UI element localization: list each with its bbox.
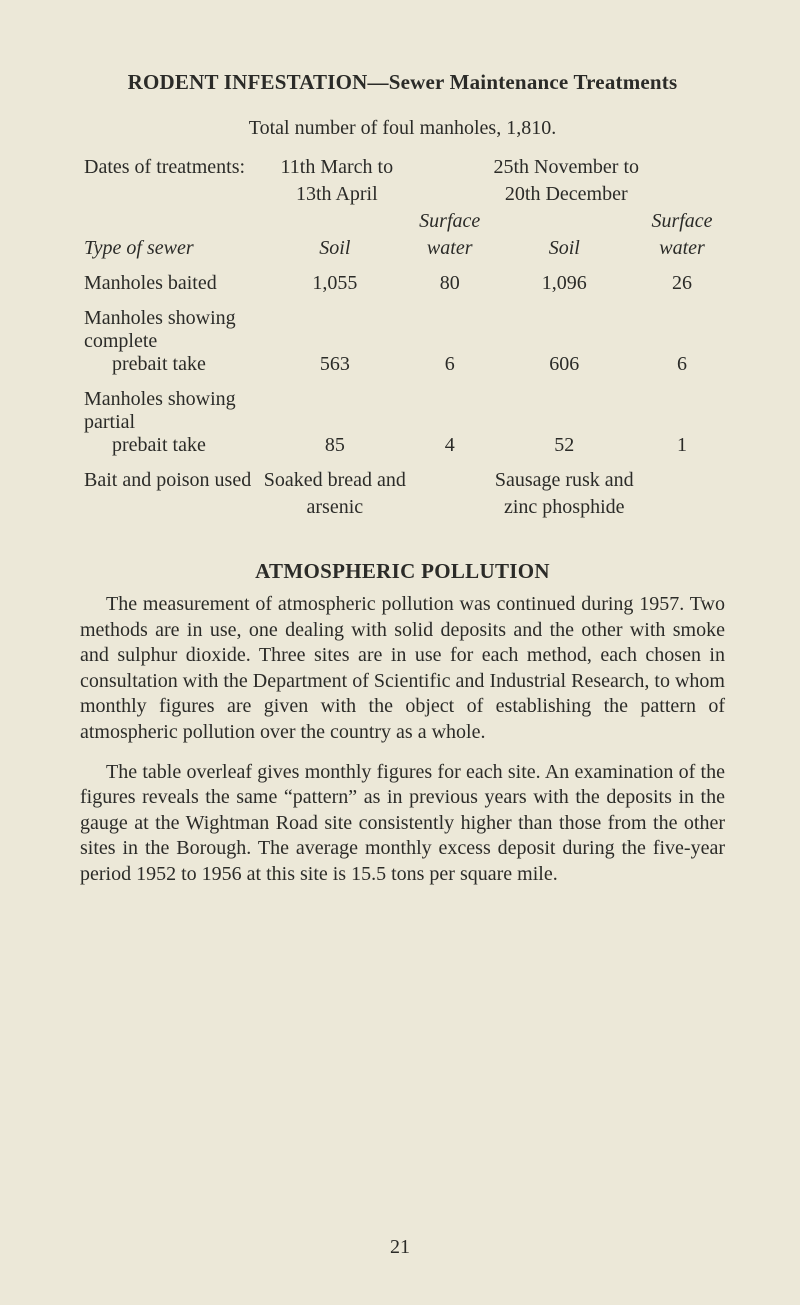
paragraph-1: The measurement of atmospheric pollution… — [80, 592, 725, 746]
bait-value1: Soaked bread and — [260, 459, 410, 494]
cell: 6 — [639, 297, 725, 378]
period2-b — [639, 154, 725, 181]
col-header-soil2: Soil — [490, 235, 640, 262]
cell: 52 — [490, 378, 640, 459]
cell: 1 — [639, 378, 725, 459]
cell: 1,096 — [490, 262, 640, 297]
subtitle-total-manholes: Total number of foul manholes, 1,810. — [80, 117, 725, 140]
col-header-water1: water — [410, 235, 490, 262]
col-header-surface1: Surface — [410, 208, 490, 235]
period1-b — [410, 154, 490, 181]
heading-atmospheric-pollution: ATMOSPHERIC POLLUTION — [80, 559, 725, 584]
cell: 85 — [260, 378, 410, 459]
table-row: Manholes showing partial prebait take 85… — [80, 378, 725, 459]
cell: 6 — [410, 297, 490, 378]
row-label: Manholes showing complete prebait take — [80, 297, 260, 378]
period2: 25th November to — [490, 154, 640, 181]
period1-line1: 11th March to — [281, 156, 394, 178]
table-row: Manholes baited 1,055 80 1,096 26 — [80, 262, 725, 297]
period1-line2: 13th April — [296, 183, 378, 205]
table-row-headers: Type of sewer Soil water Soil water — [80, 235, 725, 262]
type-of-sewer-label: Type of sewer — [80, 235, 260, 262]
cell: 563 — [260, 297, 410, 378]
col-header-surface2: Surface — [639, 208, 725, 235]
cell: 26 — [639, 262, 725, 297]
page: RODENT INFESTATION—Sewer Maintenance Tre… — [0, 0, 800, 1305]
cell: 80 — [410, 262, 490, 297]
title-rodent: RODENT INFESTATION—Sewer Maintenance Tre… — [80, 70, 725, 95]
period2-line2: 20th December — [505, 183, 628, 205]
cell: 1,055 — [260, 262, 410, 297]
table-row-dates: Dates of treatments: 11th March to 25th … — [80, 154, 725, 181]
bait-value2: Sausage rusk and — [490, 459, 640, 494]
cell: 4 — [410, 378, 490, 459]
table-row-bait: Bait and poison used Soaked bread and Sa… — [80, 459, 725, 494]
cell: 606 — [490, 297, 640, 378]
paragraph-2: The table overleaf gives monthly figures… — [80, 760, 725, 888]
period1: 11th March to — [260, 154, 410, 181]
table-row: Manholes showing complete prebait take 5… — [80, 297, 725, 378]
page-number: 21 — [0, 1236, 800, 1259]
table-row-bait2: arsenic zinc phosphide — [80, 494, 725, 521]
col-header-water2: water — [639, 235, 725, 262]
col-header-soil1: Soil — [260, 235, 410, 262]
treatments-table: Dates of treatments: 11th March to 25th … — [80, 154, 725, 521]
table-row-dates2: 13th April 20th December — [80, 181, 725, 208]
dates-label: Dates of treatments: — [80, 154, 260, 181]
row-label: Manholes baited — [80, 262, 260, 297]
bait-label: Bait and poison used — [80, 459, 260, 494]
table-row-headers-surface: Surface Surface — [80, 208, 725, 235]
row-label: Manholes showing partial prebait take — [80, 378, 260, 459]
period2-line1: 25th November to — [494, 156, 640, 178]
